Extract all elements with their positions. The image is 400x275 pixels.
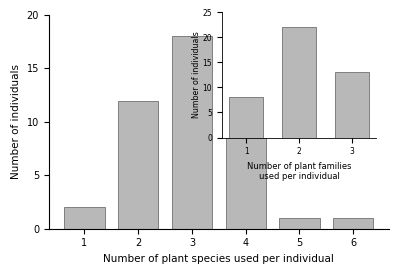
Y-axis label: Number of individuals: Number of individuals (11, 64, 21, 179)
Y-axis label: Number of individuals: Number of individuals (192, 32, 200, 118)
Bar (64, 207, 104, 229)
Bar (282, 28, 316, 138)
X-axis label: Number of plant families
used per individual: Number of plant families used per indivi… (247, 162, 351, 181)
Bar (279, 218, 320, 229)
Bar (229, 97, 263, 138)
Bar (118, 100, 158, 229)
X-axis label: Number of plant species used per individual: Number of plant species used per individ… (103, 254, 334, 264)
Bar (335, 72, 369, 138)
Bar (333, 218, 374, 229)
Bar (172, 37, 212, 229)
Bar (226, 111, 266, 229)
